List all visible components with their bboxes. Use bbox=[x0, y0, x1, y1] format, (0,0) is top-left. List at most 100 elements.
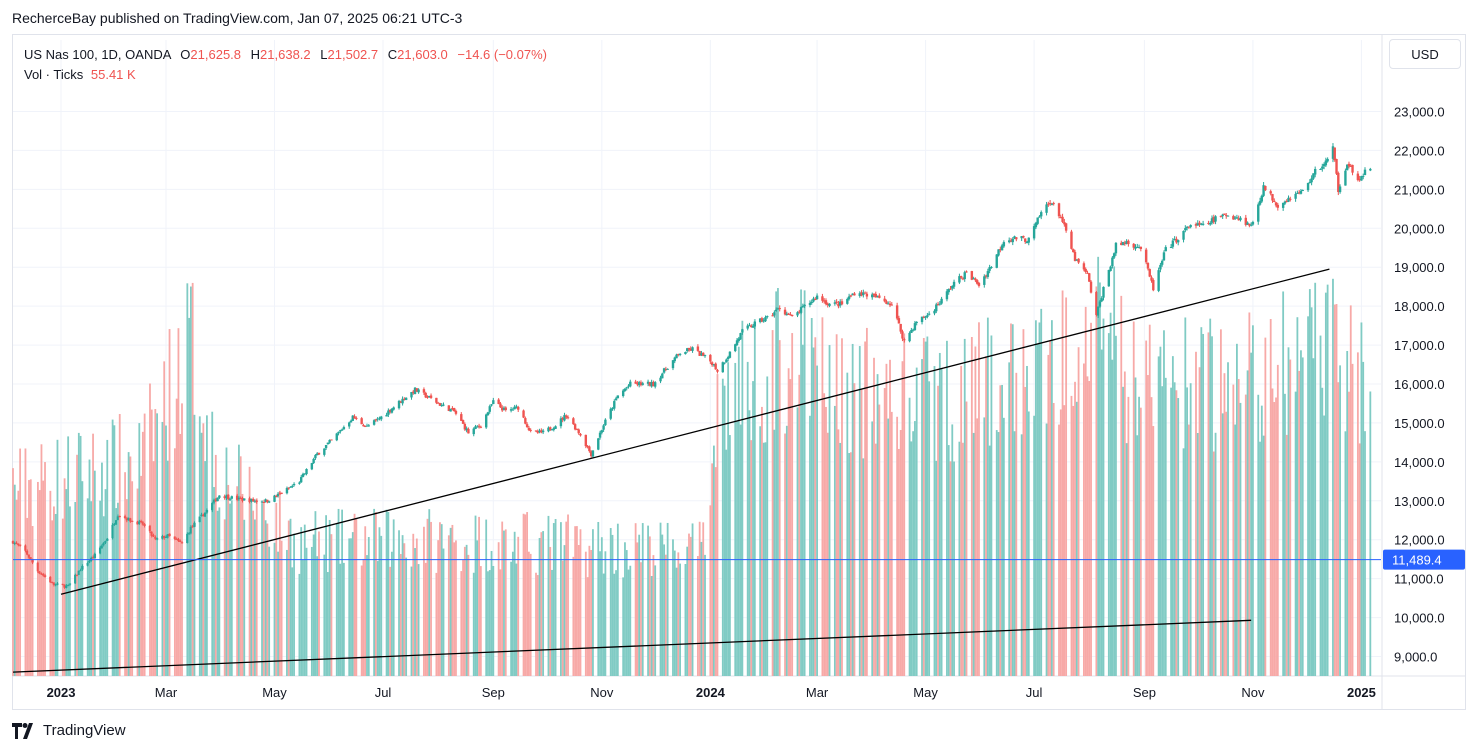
volume-bar bbox=[1298, 370, 1301, 676]
candle-body bbox=[1050, 204, 1054, 206]
candle-body bbox=[202, 514, 205, 517]
volume-bar bbox=[449, 527, 452, 676]
candle-body bbox=[924, 316, 927, 318]
volume-bar bbox=[1086, 376, 1089, 676]
volume-bar bbox=[330, 534, 333, 676]
volume-bar bbox=[985, 356, 987, 676]
volume-bar bbox=[1257, 394, 1260, 676]
volume-label[interactable]: Vol · Ticks bbox=[24, 67, 84, 82]
candle-body bbox=[1344, 170, 1347, 186]
candle-body bbox=[634, 381, 637, 384]
volume-bar bbox=[823, 393, 826, 676]
volume-bar bbox=[946, 340, 948, 676]
candle-body bbox=[1363, 169, 1367, 176]
volume-bar bbox=[302, 559, 304, 676]
volume-bar bbox=[960, 365, 963, 676]
volume-bar bbox=[1269, 319, 1272, 676]
candle-body bbox=[479, 426, 483, 428]
candle-body bbox=[1319, 169, 1322, 171]
volume-bar bbox=[1059, 409, 1062, 676]
candle-body bbox=[1198, 222, 1201, 225]
candle-body bbox=[422, 389, 426, 393]
symbol-label[interactable]: US Nas 100, 1D, OANDA bbox=[24, 47, 171, 62]
volume-bar bbox=[511, 551, 514, 676]
candle-body bbox=[1249, 224, 1253, 226]
volume-bar bbox=[1001, 384, 1003, 676]
volume-bar bbox=[848, 453, 850, 676]
candle-body bbox=[984, 275, 988, 277]
volume-bar bbox=[652, 555, 655, 676]
volume-bar bbox=[154, 409, 157, 676]
candle-body bbox=[573, 424, 577, 430]
volume-bar bbox=[181, 403, 183, 676]
trendline[interactable] bbox=[60, 268, 1330, 595]
volume-bar bbox=[910, 441, 913, 676]
candle-body bbox=[1002, 242, 1006, 247]
candle-body bbox=[474, 426, 477, 430]
volume-bar bbox=[115, 508, 118, 676]
volume-bar bbox=[28, 480, 30, 676]
volume-bar bbox=[143, 413, 146, 676]
candle-body bbox=[965, 271, 968, 273]
candle-body bbox=[726, 357, 730, 360]
candle-body bbox=[714, 363, 717, 370]
volume-bar bbox=[1034, 320, 1037, 676]
volume-bar bbox=[638, 534, 641, 676]
volume-bar bbox=[286, 549, 288, 676]
candle-body bbox=[947, 289, 950, 293]
currency-button[interactable]: USD bbox=[1389, 39, 1461, 69]
volume-bar bbox=[156, 413, 158, 676]
candle-body bbox=[27, 554, 31, 558]
volume-bar bbox=[750, 440, 753, 676]
volume-bar bbox=[563, 545, 566, 676]
candle-body bbox=[1096, 306, 1100, 316]
volume-bar bbox=[392, 519, 395, 676]
candle-body bbox=[385, 414, 388, 417]
candle-body bbox=[1109, 266, 1112, 272]
candle-body bbox=[936, 304, 940, 306]
candle-body bbox=[1269, 191, 1272, 194]
volume-bar bbox=[636, 542, 639, 676]
candle-body bbox=[773, 312, 776, 316]
candle-body bbox=[639, 382, 643, 386]
volume-bar bbox=[305, 547, 308, 676]
candle-body bbox=[796, 312, 799, 316]
x-tick-label: Mar bbox=[155, 685, 178, 700]
volume-bar bbox=[280, 540, 283, 676]
volume-bar bbox=[540, 532, 543, 676]
candle-body bbox=[267, 501, 271, 503]
volume-bar bbox=[1308, 289, 1311, 676]
volume-bar bbox=[510, 561, 513, 676]
volume-bar bbox=[1036, 343, 1039, 676]
volume-bar bbox=[1058, 424, 1060, 676]
volume-bar bbox=[440, 524, 443, 676]
volume-bar bbox=[858, 346, 861, 676]
volume-bar bbox=[380, 535, 383, 676]
volume-bar bbox=[389, 566, 392, 676]
volume-bar bbox=[273, 542, 276, 676]
volume-bar bbox=[1212, 451, 1215, 676]
volume-bar bbox=[1175, 390, 1178, 676]
candle-body bbox=[106, 538, 109, 541]
volume-bar bbox=[1061, 290, 1064, 676]
candle-body bbox=[1219, 215, 1223, 217]
y-tick-label: 14,000.0 bbox=[1394, 455, 1445, 470]
volume-bar bbox=[647, 525, 649, 676]
candle-body bbox=[275, 495, 278, 497]
volume-bar bbox=[689, 536, 692, 676]
candle-body bbox=[1281, 202, 1285, 208]
candle-body bbox=[810, 301, 813, 304]
volume-bar bbox=[926, 336, 929, 676]
volume-bar bbox=[1296, 317, 1299, 676]
candle-body bbox=[417, 389, 420, 393]
candle-body bbox=[678, 353, 682, 355]
volume-bar bbox=[1207, 332, 1210, 676]
x-tick-label: Jul bbox=[375, 685, 392, 700]
trendline[interactable] bbox=[12, 619, 1252, 673]
volume-bar bbox=[405, 557, 408, 676]
candle-body bbox=[461, 420, 465, 424]
volume-bar bbox=[860, 388, 863, 676]
candle-body bbox=[723, 362, 726, 364]
volume-bar bbox=[1335, 304, 1338, 676]
